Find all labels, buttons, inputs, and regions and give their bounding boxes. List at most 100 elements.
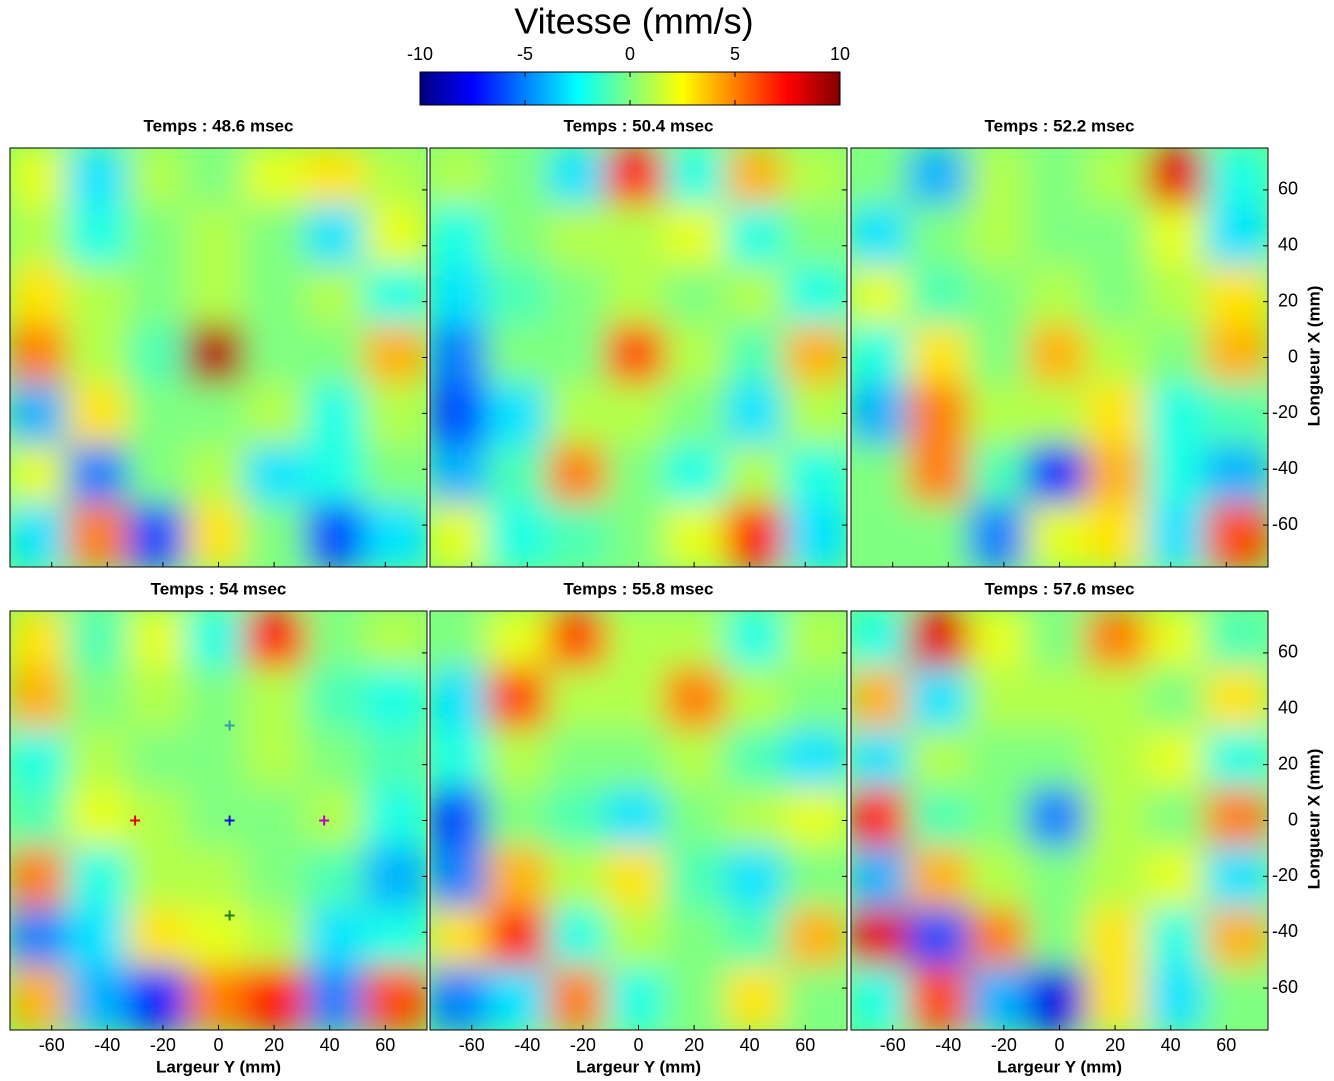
heatmap-cell: [851, 787, 915, 854]
heatmap-cell: [1085, 611, 1151, 675]
heatmap-cell: [968, 265, 1034, 332]
heatmap-cell: [66, 966, 132, 1030]
heatmap-cell: [66, 444, 132, 511]
heatmap-cell: [305, 204, 371, 271]
x-tick-label: -60: [880, 1035, 906, 1055]
heatmap-cell: [1146, 907, 1212, 974]
heatmap-cell: [1026, 324, 1093, 391]
heatmap-cell: [968, 444, 1034, 511]
heatmap-cell: [430, 503, 494, 567]
heatmap-cell: [907, 846, 973, 913]
y-tick-label: -60: [1272, 977, 1298, 997]
heatmap-cell: [430, 383, 494, 450]
heatmap-cell: [725, 907, 791, 974]
heatmap-cell: [851, 846, 915, 913]
heatmap-cell: [664, 204, 730, 271]
heatmap-cell: [907, 667, 973, 734]
heatmap-cell: [1204, 148, 1268, 212]
heatmap-cell: [851, 611, 915, 675]
heatmap-cell: [1026, 148, 1093, 212]
heatmap-cell: [783, 444, 847, 511]
heatmap-cell: [486, 444, 552, 511]
heatmap-cell: [185, 383, 252, 450]
heatmap-cell: [1026, 383, 1093, 450]
heatmap-cell: [486, 787, 552, 854]
heatmap-cell: [127, 611, 193, 675]
heatmap-cell: [664, 324, 730, 391]
heatmap-cell: [430, 444, 494, 511]
heatmap-cell: [185, 611, 252, 675]
heatmap-cell: [907, 728, 973, 795]
y-tick-label: 60: [1278, 642, 1298, 662]
heatmap-cell: [244, 846, 310, 913]
heatmap-cell: [10, 265, 74, 332]
heatmap-cell: [244, 265, 310, 332]
heatmap-cell: [605, 503, 672, 567]
heatmap-cell: [363, 148, 427, 212]
heatmap-cell: [430, 787, 494, 854]
heatmap-cell: [185, 966, 252, 1030]
heatmap-cell: [430, 966, 494, 1030]
heatmap-cell: [127, 846, 193, 913]
heatmap-cell: [486, 667, 552, 734]
heatmap-cell: [1146, 966, 1212, 1030]
heatmap-cell: [430, 204, 494, 271]
heatmap-cell: [605, 966, 672, 1030]
heatmap-cell: [244, 503, 310, 567]
heatmap: [10, 611, 427, 1030]
heatmap-cell: [725, 265, 791, 332]
heatmap-cell: [363, 204, 427, 271]
heatmap-cell: [605, 444, 672, 511]
heatmap-cell: [1085, 728, 1151, 795]
heatmap-cell: [664, 667, 730, 734]
x-tick-label: -60: [459, 1035, 485, 1055]
x-tick-label: -20: [991, 1035, 1017, 1055]
heatmap-cell: [486, 148, 552, 212]
heatmap-cell: [1146, 204, 1212, 271]
panel-title: Temps : 50.4 msec: [564, 116, 714, 135]
heatmap-cell: [363, 787, 427, 854]
y-tick-label: -20: [1272, 865, 1298, 885]
heatmap-cell: [664, 728, 730, 795]
panel-plot: [851, 611, 1268, 1030]
heatmap-cell: [430, 324, 494, 391]
heatmap-cell: [725, 204, 791, 271]
heatmap-cell: [783, 503, 847, 567]
heatmap-cell: [1026, 503, 1093, 567]
heatmap-cell: [605, 265, 672, 332]
heatmap-cell: [968, 204, 1034, 271]
heatmap-cell: [1085, 907, 1151, 974]
heatmap-cell: [430, 907, 494, 974]
heatmap-cell: [783, 611, 847, 675]
heatmap-cell: [127, 204, 193, 271]
heatmap-cell: [725, 611, 791, 675]
heatmap-cell: [430, 611, 494, 675]
heatmap-cell: [547, 667, 613, 734]
heatmap-cell: [127, 148, 193, 212]
heatmap-cell: [605, 324, 672, 391]
x-tick-label: -40: [935, 1035, 961, 1055]
heatmap-cell: [1026, 444, 1093, 511]
heatmap-cell: [10, 383, 74, 450]
heatmap-cell: [244, 667, 310, 734]
heatmap-cell: [244, 444, 310, 511]
x-tick-label: 20: [684, 1035, 704, 1055]
heatmap-cell: [244, 966, 310, 1030]
heatmap-cell: [10, 148, 74, 212]
heatmap-cell: [185, 728, 252, 795]
heatmap-cell: [10, 728, 74, 795]
heatmap-cell: [430, 148, 494, 212]
heatmap-cell: [363, 846, 427, 913]
heatmap-cell: [486, 265, 552, 332]
heatmap-cell: [486, 324, 552, 391]
marker: [224, 720, 235, 731]
heatmap-cell: [547, 204, 613, 271]
heatmap-cell: [1085, 667, 1151, 734]
heatmap-cell: [907, 204, 973, 271]
heatmap-cell: [1026, 204, 1093, 271]
x-tick-label: 60: [795, 1035, 815, 1055]
colorbar-tick-label: -5: [517, 44, 533, 64]
heatmap-cell: [907, 383, 973, 450]
heatmap-cell: [783, 966, 847, 1030]
marker: [319, 815, 330, 826]
